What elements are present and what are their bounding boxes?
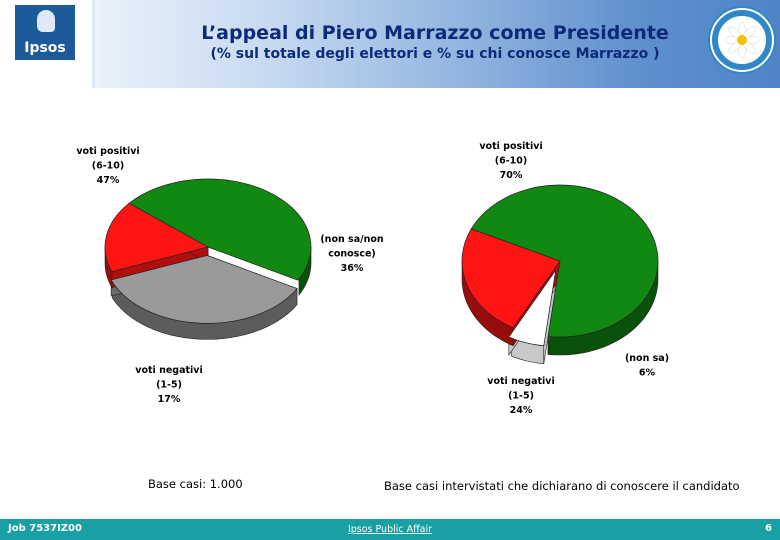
ipsos-logo: Ipsos bbox=[15, 5, 75, 60]
slice-label: voti positivi (6-10) 70% bbox=[479, 141, 542, 181]
header-banner bbox=[95, 0, 780, 88]
footer-link[interactable]: Ipsos Public Affair bbox=[347, 524, 433, 535]
base-note-right: Base casi intervistati che dichiarano di… bbox=[384, 479, 740, 493]
slice-label: voti positivi (6-10) 47% bbox=[76, 146, 139, 186]
pie-chart-2: voti positivi (6-10) 70% (non sa) 6% voti neg… bbox=[461, 141, 669, 416]
header-left-panel: Ipsos bbox=[0, 0, 95, 88]
margherita-logo bbox=[708, 6, 776, 74]
base-note-left: Base casi: 1.000 bbox=[148, 477, 243, 491]
slice-label: voti negativi (1-5) 17% bbox=[135, 365, 203, 405]
pie-slice bbox=[461, 228, 561, 329]
footer: Job 7537IZ00 Ipsos Public Affair 6 bbox=[0, 519, 780, 540]
slice-label: voti negativi (1-5) 24% bbox=[487, 376, 555, 416]
pie-slice bbox=[470, 184, 659, 338]
slice-label: (non sa) 6% bbox=[625, 353, 669, 379]
job-code: Job 7537IZ00 bbox=[8, 523, 82, 534]
page-number: 6 bbox=[765, 523, 772, 534]
pie-slice bbox=[128, 178, 312, 281]
page-title: L’appeal di Piero Marrazzo come Presiden… bbox=[201, 22, 669, 44]
daisy-icon bbox=[712, 10, 772, 70]
pie-slice bbox=[104, 202, 209, 272]
ipsos-logo-text: Ipsos bbox=[24, 40, 66, 56]
pie-chart-1: voti positivi (6-10) 47% (non sa/non conosce… bbox=[76, 146, 384, 405]
slice-label: (non sa/non conosce) 36% bbox=[320, 234, 384, 274]
ipsos-head-icon bbox=[37, 10, 55, 32]
pie-slice bbox=[110, 255, 298, 324]
pie-slice bbox=[508, 270, 557, 347]
pie-charts: voti positivi (6-10) 47% (non sa/non conosce… bbox=[76, 141, 669, 416]
page-subtitle: (% sul totale degli elettori e % su chi … bbox=[210, 46, 660, 62]
header: Ipsos L’appeal di Piero Marrazzo come Pr… bbox=[0, 0, 780, 88]
